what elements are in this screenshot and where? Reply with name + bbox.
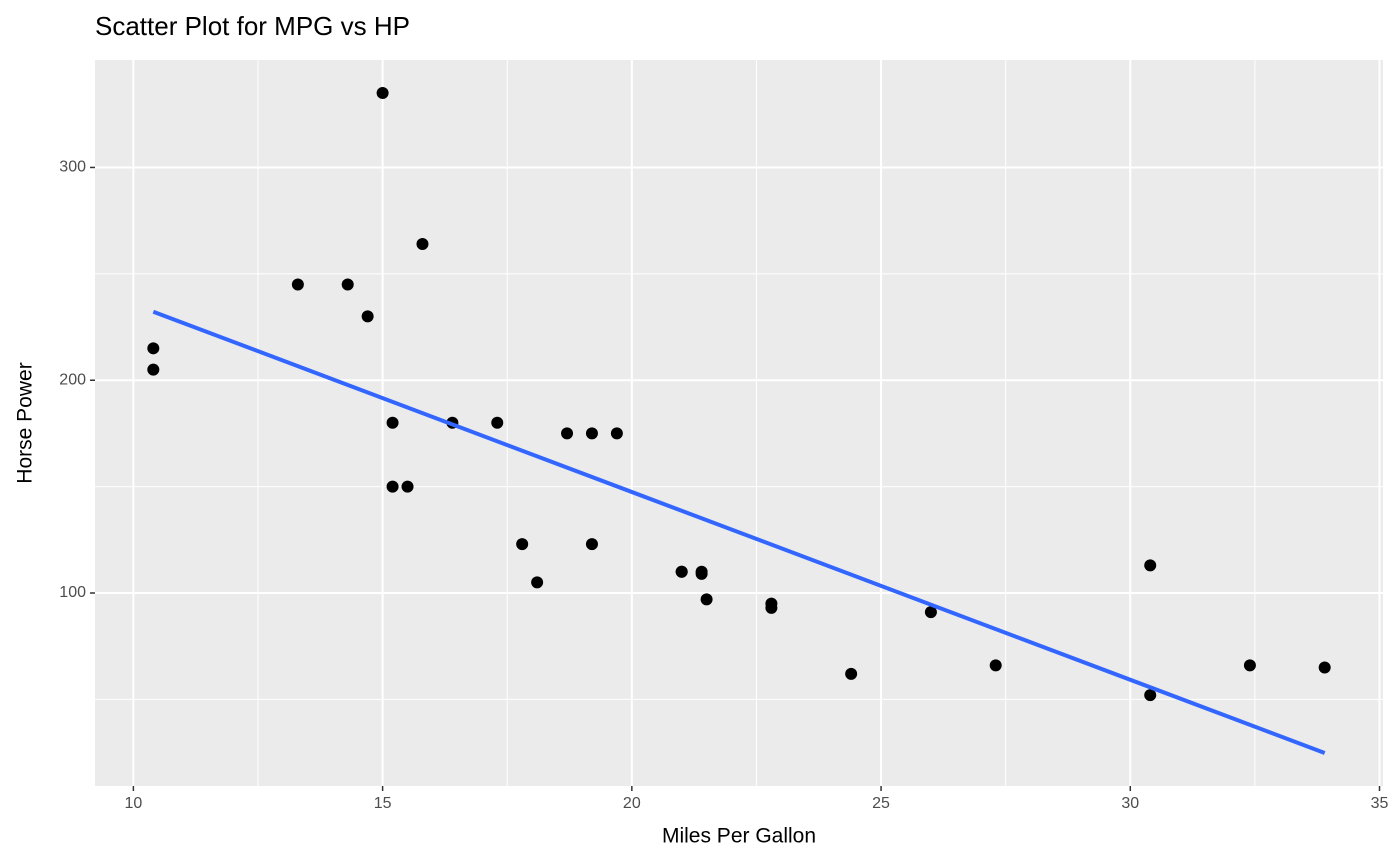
point	[675, 565, 688, 578]
point	[695, 567, 708, 580]
x-tick-label: 10	[124, 795, 142, 812]
x-tick-label: 30	[1121, 795, 1139, 812]
point	[1144, 689, 1157, 702]
point	[291, 278, 304, 291]
point	[700, 593, 713, 606]
point	[516, 538, 529, 551]
point	[765, 597, 778, 610]
point	[401, 480, 414, 493]
chart-title: Scatter Plot for MPG vs HP	[95, 11, 410, 41]
point	[1144, 559, 1157, 572]
point	[585, 427, 598, 440]
x-tick-label: 20	[623, 795, 641, 812]
y-tick-label: 200	[59, 371, 86, 388]
point	[386, 416, 399, 429]
point	[386, 480, 399, 493]
y-tick-label: 300	[59, 159, 86, 176]
point	[147, 342, 160, 355]
point	[561, 427, 574, 440]
x-tick-label: 25	[872, 795, 890, 812]
point	[361, 310, 374, 323]
x-tick-label: 35	[1371, 795, 1389, 812]
trend-line	[152, 309, 1326, 755]
point	[989, 659, 1002, 672]
point	[845, 667, 858, 680]
x-axis-label: Miles Per Gallon	[662, 825, 816, 848]
point	[1243, 659, 1256, 672]
y-tick-label: 100	[59, 584, 86, 601]
point	[376, 86, 389, 99]
point	[1318, 661, 1331, 674]
point	[924, 606, 937, 619]
point	[147, 363, 160, 376]
point	[531, 576, 544, 589]
x-tick-label: 15	[374, 795, 392, 812]
point	[341, 278, 354, 291]
y-axis-label: Horse Power	[14, 362, 37, 483]
point	[491, 416, 504, 429]
point	[610, 427, 623, 440]
point	[585, 538, 598, 551]
panel	[95, 60, 1383, 786]
point	[416, 238, 429, 251]
